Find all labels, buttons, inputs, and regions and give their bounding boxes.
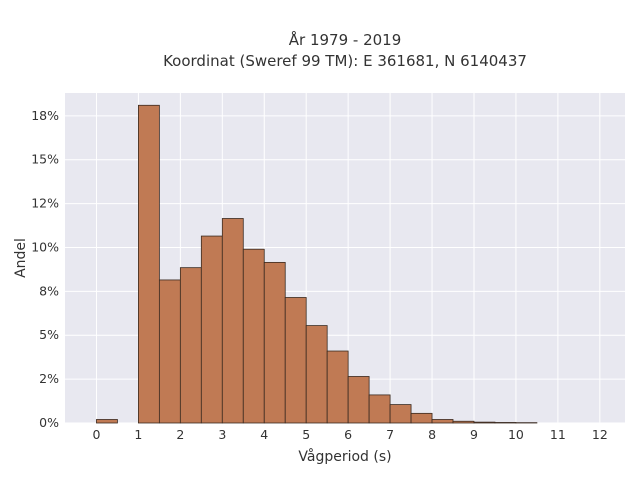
histogram-bar: [368, 394, 391, 424]
histogram-bar: [389, 404, 412, 424]
histogram-bar: [221, 218, 244, 424]
histogram-bar: [138, 104, 160, 424]
x-axis-ticks: 0 1 2 3 4 5 6 7 8 9 10 11 12: [92, 427, 607, 442]
y-tick-label: 15%: [31, 152, 59, 167]
x-tick-label: 8: [428, 427, 436, 442]
histogram-bar: [284, 297, 307, 424]
histogram-bar: [347, 376, 370, 424]
histogram-bar: [410, 412, 433, 424]
chart-title: År 1979 - 2019: [289, 30, 402, 49]
histogram-bar: [96, 419, 118, 424]
x-tick-label: 1: [134, 427, 142, 442]
histogram-bar: [452, 420, 475, 424]
histogram-bar: [494, 422, 517, 424]
histogram-bar: [305, 325, 328, 424]
y-axis-ticks: 0% 2% 5% 8% 10% 12% 15% 18%: [31, 108, 59, 430]
x-tick-label: 7: [386, 427, 394, 442]
x-tick-label: 10: [508, 427, 524, 442]
x-tick-label: 6: [344, 427, 352, 442]
y-tick-label: 2%: [39, 371, 59, 386]
x-tick-label: 5: [302, 427, 310, 442]
histogram-bar: [242, 248, 265, 424]
y-tick-label: 5%: [39, 327, 59, 342]
histogram-bar: [431, 419, 454, 424]
y-axis-label: Andel: [13, 238, 29, 278]
y-tick-label: 0%: [39, 415, 59, 430]
x-tick-label: 3: [218, 427, 226, 442]
x-tick-label: 2: [176, 427, 184, 442]
chart-subtitle: Koordinat (Sweref 99 TM): E 361681, N 61…: [163, 52, 527, 70]
histogram-bar: [179, 267, 202, 424]
bars-layer: [96, 104, 538, 424]
x-tick-label: 0: [92, 427, 100, 442]
x-tick-label: 11: [550, 427, 566, 442]
y-tick-label: 12%: [31, 196, 59, 211]
histogram-bar: [158, 279, 181, 424]
histogram-bar: [263, 261, 286, 424]
y-tick-label: 10%: [31, 239, 59, 254]
histogram-bar: [200, 235, 223, 424]
x-tick-label: 12: [592, 427, 608, 442]
y-tick-label: 8%: [39, 283, 59, 298]
x-tick-label: 9: [470, 427, 478, 442]
x-tick-label: 4: [260, 427, 268, 442]
histogram-bar: [473, 421, 496, 424]
histogram-bar: [326, 350, 349, 424]
y-tick-label: 18%: [31, 108, 59, 123]
x-axis-label: Vågperiod (s): [298, 448, 391, 465]
